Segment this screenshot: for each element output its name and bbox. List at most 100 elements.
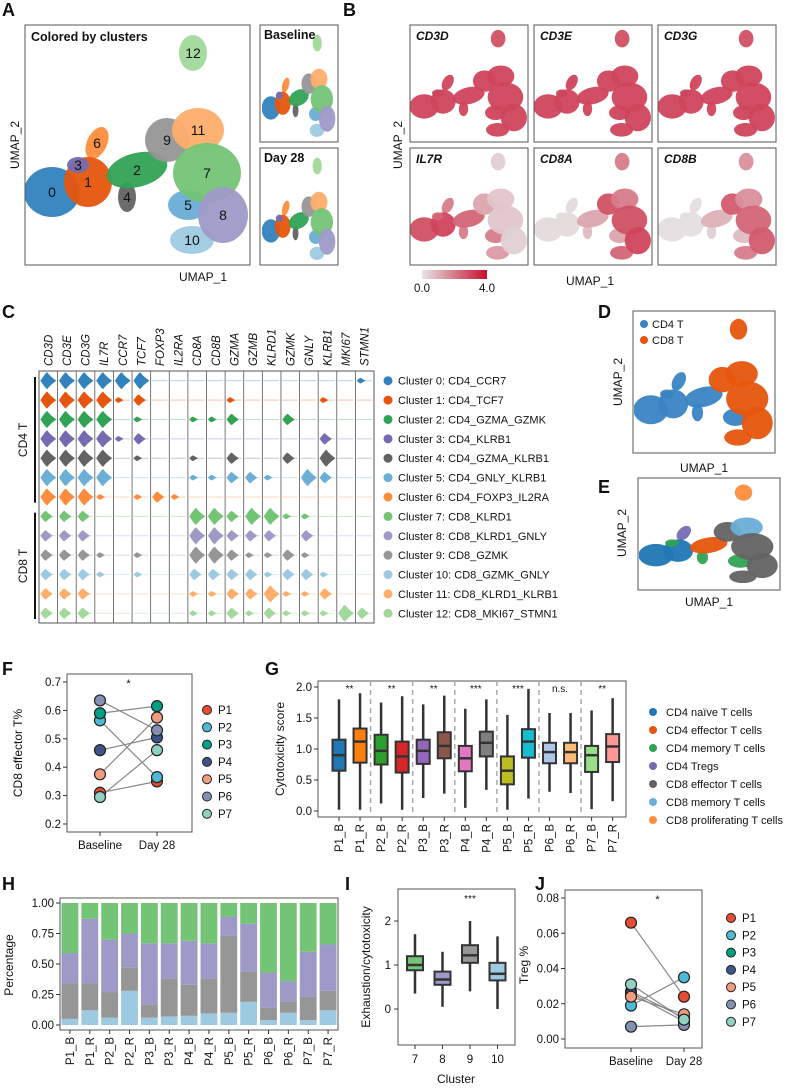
- violin-9-gzmb: [245, 552, 254, 558]
- i-ytick-label: 2: [385, 916, 391, 928]
- violin-11-cd3e: [59, 588, 72, 600]
- j-legend-dot: [726, 947, 736, 958]
- violin-10-gzmk: [282, 568, 295, 581]
- umap-cells-cluster-6: [689, 74, 702, 91]
- h-bar-p2_b-cluster9: [101, 992, 119, 1018]
- violin-7-gzmk: [282, 513, 292, 520]
- violin-gene-label-il2ra: IL2RA: [174, 334, 186, 366]
- f-line-p7: [99, 749, 158, 798]
- violin-legend-dot: [383, 453, 393, 463]
- h-bar-p1_b-cluster7: [61, 903, 79, 954]
- feature-plot-gene-cd8a: CD8A: [540, 152, 573, 166]
- violin-legend-dot: [383, 531, 393, 541]
- h-bar-p6_r-cluster8: [279, 981, 297, 1002]
- i-xtick-label-9: 9: [467, 1054, 473, 1066]
- violin-gene-label-stmn1: STMN1: [360, 327, 372, 366]
- umap-cluster-label-6: 6: [93, 135, 101, 151]
- violin-3-klrb1: [319, 433, 332, 445]
- umap-cells-cluster-11: [725, 361, 758, 387]
- g-box-p5_r: [520, 728, 536, 759]
- g-box-p1_r: [352, 727, 368, 764]
- violin-2-gzma: [226, 413, 239, 426]
- f-legend-label-p3: P3: [218, 740, 232, 752]
- violin-4-cd3g: [77, 449, 94, 467]
- g-xtick-label-p7_r: P7_R: [608, 824, 620, 853]
- violin-5-gnly: [301, 469, 317, 486]
- violin-legend-label-cluster-3: Cluster 3: CD4_KLRB1: [398, 434, 511, 446]
- violin-10-tcf7: [133, 571, 143, 578]
- violin-3-il7r: [96, 430, 113, 448]
- g-significance-3: ***: [470, 684, 482, 695]
- violin-12-gzma: [226, 607, 239, 619]
- violin-5-cd8a: [189, 474, 198, 481]
- violin-12-klrd1: [263, 607, 277, 619]
- violin-8-klrd1: [263, 530, 277, 542]
- f-ytick-label: 0.6: [45, 705, 61, 717]
- h-bar-p1_r-cluster9: [81, 983, 99, 1011]
- violin-12-cd3e: [59, 607, 72, 619]
- f-legend-label-p4: P4: [218, 757, 233, 769]
- feature-plot-gene-cd3e: CD3E: [540, 29, 573, 43]
- umap-baseline-frame: [259, 24, 339, 143]
- h-bar-p6_b-cluster8: [260, 972, 277, 1008]
- violin-0-ccr7: [114, 372, 131, 390]
- violin-10-cd3e: [59, 568, 72, 581]
- h-xtick-label-p1_r: P1_R: [85, 1037, 97, 1066]
- violin-8-gzma: [226, 530, 239, 542]
- h-ytick-label: 0.25: [32, 990, 54, 1002]
- f-point-p7: [150, 744, 164, 757]
- umap-cells-cluster-4: [696, 550, 709, 565]
- f-legend-dot: [202, 791, 212, 802]
- umap-cells-cluster-11: [730, 517, 763, 538]
- g-significance-5: n.s.: [552, 684, 568, 695]
- umap-cells-cluster-2: [700, 86, 733, 105]
- violin-7-cd8a: [189, 508, 206, 525]
- h-bar-p1_r-cluster8: [81, 918, 99, 984]
- j-ytick-label: 0.00: [537, 1034, 559, 1046]
- f-significance: *: [126, 678, 131, 690]
- j-xtick-label: Day 28: [666, 1056, 702, 1068]
- violin-6-cd3g: [77, 488, 94, 506]
- f-point-p5: [150, 711, 164, 724]
- violin-11-cd8b: [208, 591, 217, 597]
- umap-cluster-label-2: 2: [133, 162, 141, 178]
- violin-7-gzma: [226, 510, 239, 522]
- g-xtick-label-p6_r: P6_R: [566, 824, 578, 853]
- group-label-1: CD8 T: [16, 548, 30, 583]
- violin-6-cd3e: [59, 488, 75, 506]
- violin-10-gzmb: [245, 568, 258, 581]
- violin-legend-dot: [383, 608, 393, 618]
- panel-label-i: I: [345, 874, 350, 894]
- h-bar-p2_b-cluster8: [101, 939, 119, 993]
- h-bar-p6_r-cluster10: [279, 1012, 297, 1025]
- f-legend-label-p7: P7: [218, 809, 232, 821]
- f-point-p6: [150, 724, 164, 737]
- violin-3-cd3d: [40, 430, 57, 448]
- g-xtick-label-p4_b: P4_B: [460, 824, 472, 852]
- panel-label-e: E: [598, 477, 610, 497]
- umap-baseline-title: Baseline: [264, 28, 315, 42]
- violin-legend-dot: [383, 492, 393, 502]
- g-legend-dot: [649, 726, 657, 734]
- d-legend-label-1: CD8 T: [652, 335, 684, 347]
- i-xtick-label-7: 7: [412, 1054, 418, 1066]
- violin-12-cd3d: [40, 607, 53, 619]
- violin-10-cd8b: [208, 568, 221, 581]
- feature-plot-gene-cd8b: CD8B: [664, 152, 697, 166]
- umap-cells-cluster-2: [684, 386, 723, 408]
- panel-label-j: J: [535, 874, 545, 894]
- f-ytick-label: 0.3: [45, 791, 61, 803]
- violin-8-gzmb: [245, 530, 258, 542]
- violin-11-klrb1: [319, 588, 332, 600]
- umap-cells-cluster-4: [118, 182, 136, 212]
- violin-10-il7r: [96, 571, 105, 578]
- umap-cells-cluster-11: [487, 188, 515, 210]
- f-legend-label-p5: P5: [218, 774, 232, 786]
- g-xtick-label-p2_b: P2_B: [376, 824, 388, 852]
- violin-gene-label-gzmk: GZMK: [285, 331, 297, 366]
- g-legend-dot: [649, 708, 657, 716]
- j-ytick-label: 0.08: [537, 893, 559, 905]
- umap-cells-cluster-10: [734, 122, 758, 137]
- panel-label-h: H: [2, 874, 15, 894]
- umap-cells-cluster-10: [734, 245, 758, 260]
